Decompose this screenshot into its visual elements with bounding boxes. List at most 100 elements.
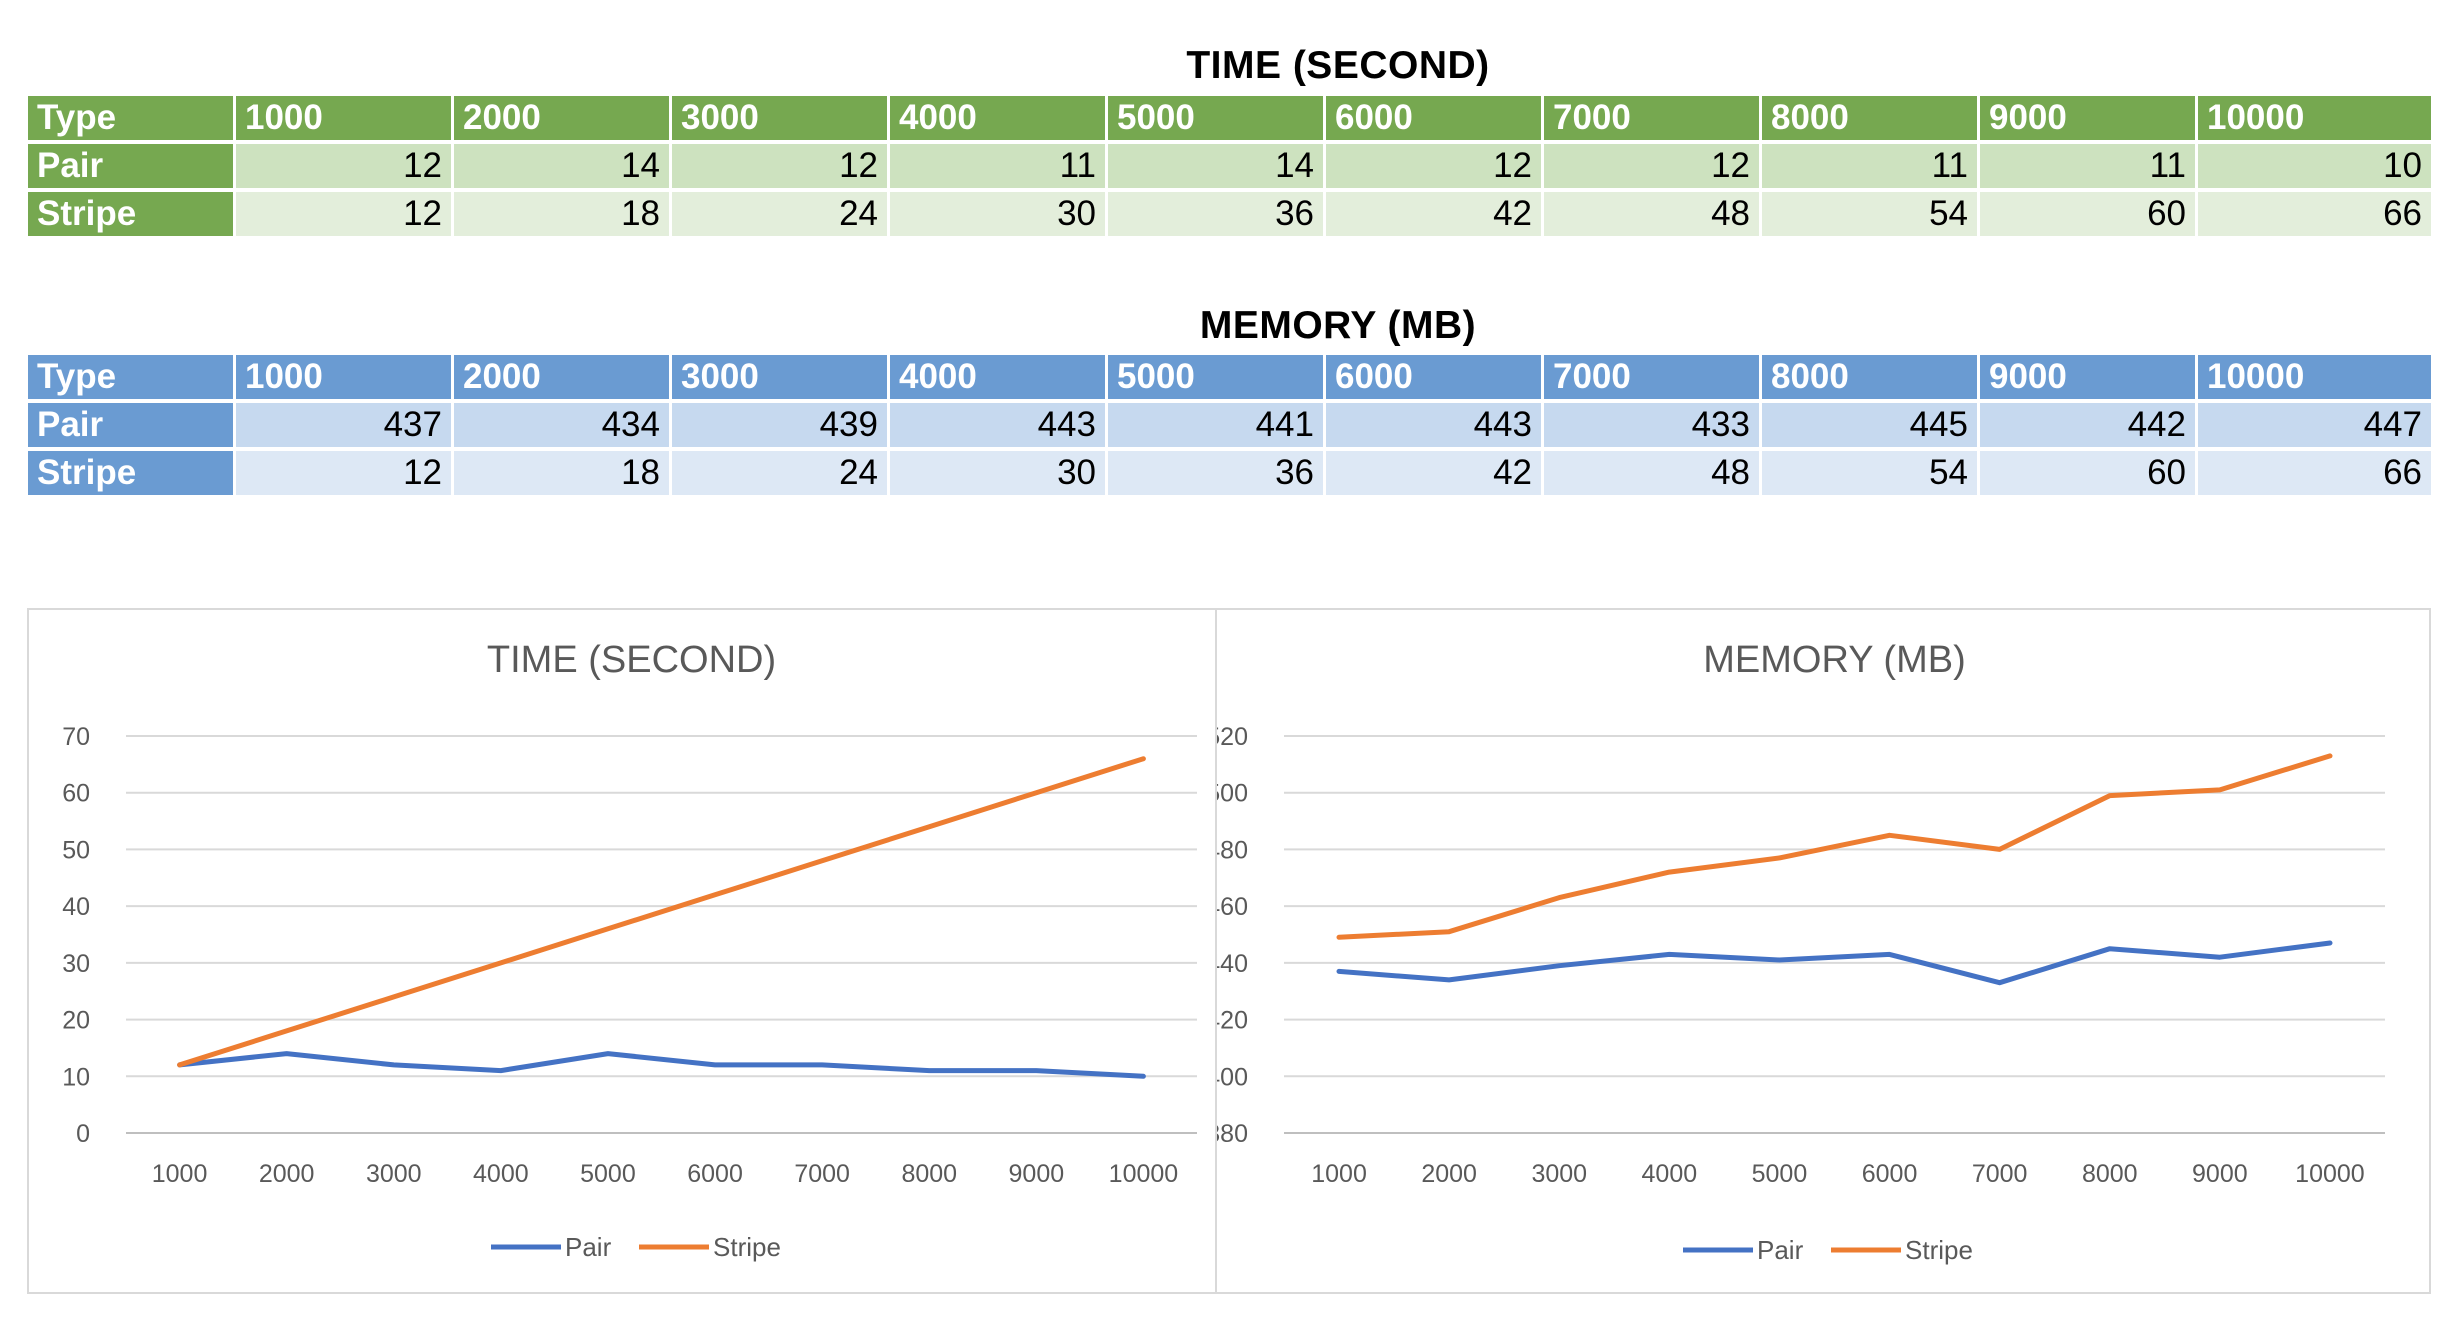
table-cell: 447 <box>2198 403 2434 451</box>
table-cell: 24 <box>672 192 890 240</box>
header-cell: 7000 <box>1544 96 1762 144</box>
header-cell: 6000 <box>1326 355 1544 403</box>
table-cell: 42 <box>1326 192 1544 240</box>
table-cell: 439 <box>672 403 890 451</box>
memory-chart: MEMORY (MB) 380 400 420 440 460 480 500 520 1000 2… <box>1217 639 2385 1265</box>
table-cell: 12 <box>236 192 454 240</box>
memory-chart-panel: MEMORY (MB) 380 400 420 440 460 480 500 520 1000 2… <box>1215 608 2431 1294</box>
header-cell: 5000 <box>1108 355 1326 403</box>
table-cell: 442 <box>1980 403 2198 451</box>
x-tick-label: 2000 <box>1421 1160 1477 1188</box>
y-tick-label: 440 <box>1217 950 1248 978</box>
table-cell: 66 <box>2198 192 2434 240</box>
x-tick-label: 6000 <box>1862 1160 1918 1188</box>
table-row: Pair 12 14 12 11 14 12 12 11 11 10 <box>28 144 2434 192</box>
y-tick-label: 480 <box>1217 836 1248 864</box>
table-cell: 12 <box>236 451 454 499</box>
memory-table: Type 1000 2000 3000 4000 5000 6000 7000 8000 9000… <box>28 355 2434 499</box>
header-cell: 9000 <box>1980 355 2198 403</box>
table-cell: 48 <box>1544 451 1762 499</box>
header-cell: 1000 <box>236 96 454 144</box>
table-cell: 30 <box>890 192 1108 240</box>
table-cell: 60 <box>1980 451 2198 499</box>
x-tick-label: 5000 <box>580 1160 636 1188</box>
header-cell: 10000 <box>2198 96 2434 144</box>
table-cell: 443 <box>1326 403 1544 451</box>
table-cell: 30 <box>890 451 1108 499</box>
header-cell: 2000 <box>454 355 672 403</box>
header-cell: 4000 <box>890 355 1108 403</box>
table-cell: 434 <box>454 403 672 451</box>
header-cell: 6000 <box>1326 96 1544 144</box>
legend-label: Pair <box>1757 1235 1804 1265</box>
table-cell: 11 <box>1762 144 1980 192</box>
x-tick-label: 3000 <box>1531 1160 1587 1188</box>
series-line-stripe <box>1336 753 2333 940</box>
y-tick-label: 500 <box>1217 780 1248 808</box>
y-tick-label: 400 <box>1217 1063 1248 1091</box>
x-tick-label: 5000 <box>1752 1160 1808 1188</box>
table-cell: 437 <box>236 403 454 451</box>
table-cell: 12 <box>1544 144 1762 192</box>
header-cell: 1000 <box>236 355 454 403</box>
header-cell: 2000 <box>454 96 672 144</box>
header-cell: Type <box>28 96 236 144</box>
table-cell: 441 <box>1108 403 1326 451</box>
x-tick-label: 8000 <box>901 1160 957 1188</box>
table-row: Stripe 12 18 24 30 36 42 48 54 60 66 <box>28 451 2434 499</box>
table-row: Pair 437 434 439 443 441 443 433 445 442 447 <box>28 403 2434 451</box>
header-cell: 3000 <box>672 355 890 403</box>
row-label: Pair <box>28 403 236 451</box>
x-tick-label: 1000 <box>1311 1160 1367 1188</box>
y-tick-label: 40 <box>62 893 90 921</box>
x-tick-label: 9000 <box>2192 1160 2248 1188</box>
x-tick-label: 4000 <box>473 1160 529 1188</box>
table-cell: 36 <box>1108 451 1326 499</box>
series-line-pair <box>1336 940 2333 986</box>
x-tick-label: 10000 <box>1109 1160 1179 1188</box>
header-cell: 7000 <box>1544 355 1762 403</box>
y-tick-label: 30 <box>62 950 90 978</box>
table-cell: 18 <box>454 451 672 499</box>
table-cell: 18 <box>454 192 672 240</box>
chart-title: MEMORY (MB) <box>1703 639 1966 681</box>
table-cell: 10 <box>2198 144 2434 192</box>
header-cell: Type <box>28 355 236 403</box>
table-row: Stripe 12 18 24 30 36 42 48 54 60 66 <box>28 192 2434 240</box>
table-cell: 445 <box>1762 403 1980 451</box>
header-cell: 3000 <box>672 96 890 144</box>
time-chart-panel: TIME (SECOND) 0 10 20 30 40 50 60 70 1000 2000 3000… <box>27 608 1217 1294</box>
row-label: Stripe <box>28 192 236 240</box>
table-cell: 12 <box>1326 144 1544 192</box>
table-cell: 433 <box>1544 403 1762 451</box>
y-tick-label: 520 <box>1217 723 1248 751</box>
y-tick-label: 60 <box>62 780 90 808</box>
y-tick-label: 420 <box>1217 1007 1248 1035</box>
x-tick-label: 8000 <box>2082 1160 2138 1188</box>
y-tick-label: 20 <box>62 1007 90 1035</box>
y-tick-label: 10 <box>62 1063 90 1091</box>
header-cell: 8000 <box>1762 355 1980 403</box>
table-cell: 42 <box>1326 451 1544 499</box>
x-tick-label: 3000 <box>366 1160 422 1188</box>
header-cell: 4000 <box>890 96 1108 144</box>
table-cell: 14 <box>454 144 672 192</box>
table-cell: 54 <box>1762 192 1980 240</box>
time-table: Type 1000 2000 3000 4000 5000 6000 7000 8000 9000… <box>28 96 2434 240</box>
x-tick-label: 2000 <box>259 1160 315 1188</box>
x-tick-label: 4000 <box>1642 1160 1698 1188</box>
header-cell: 10000 <box>2198 355 2434 403</box>
table-cell: 14 <box>1108 144 1326 192</box>
row-label: Pair <box>28 144 236 192</box>
x-tick-label: 1000 <box>152 1160 208 1188</box>
table-header-row: Type 1000 2000 3000 4000 5000 6000 7000 8000 9000… <box>28 355 2434 403</box>
x-tick-label: 10000 <box>2295 1160 2365 1188</box>
table-cell: 11 <box>1980 144 2198 192</box>
x-tick-label: 7000 <box>794 1160 850 1188</box>
header-cell: 9000 <box>1980 96 2198 144</box>
legend-label: Stripe <box>1905 1235 1973 1265</box>
x-tick-label: 6000 <box>687 1160 743 1188</box>
memory-table-title: MEMORY (MB) <box>1199 304 1477 347</box>
y-tick-label: 380 <box>1217 1120 1248 1148</box>
time-table-title: TIME (SECOND) <box>1186 44 1490 87</box>
